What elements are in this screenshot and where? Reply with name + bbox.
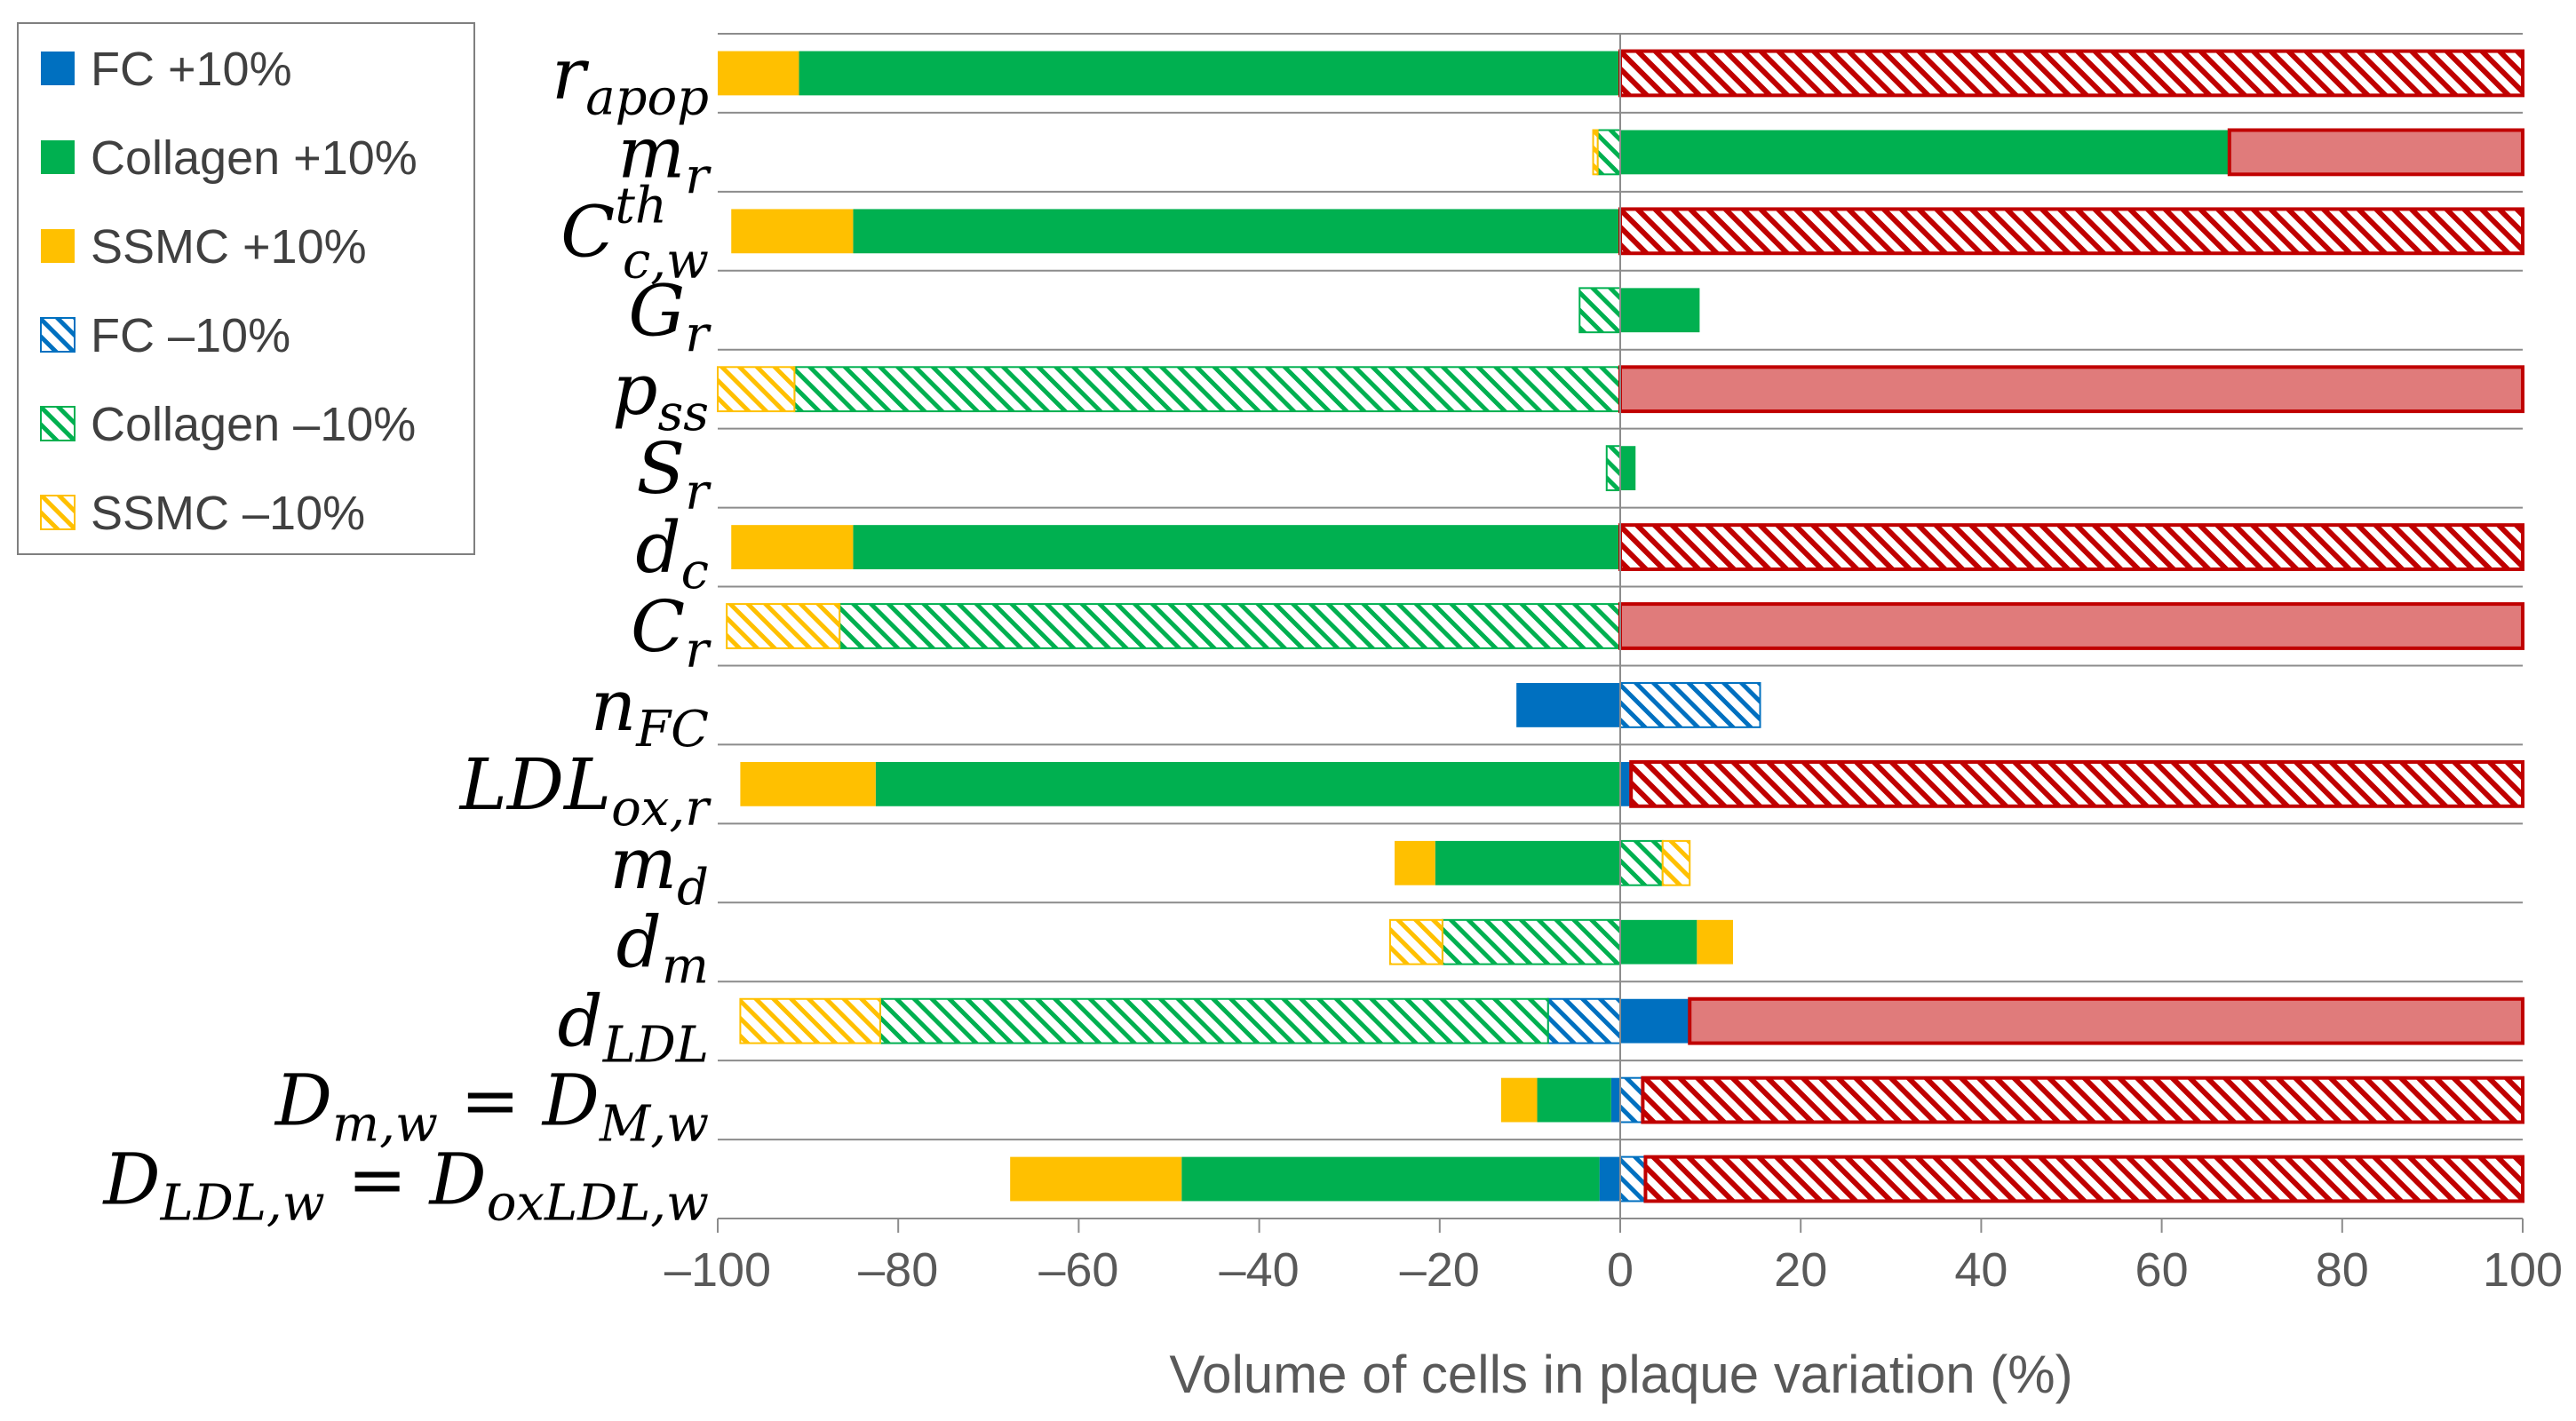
bar-red-hatched (1643, 1155, 2524, 1203)
legend-swatch (40, 495, 76, 530)
bar-red-solid (2227, 128, 2525, 177)
bar-ssmc-minus10 (739, 997, 881, 1044)
bar-ssmc-minus10 (1388, 918, 1443, 965)
x-tick-label: –60 (1038, 1243, 1118, 1297)
x-tick-label: 100 (2483, 1243, 2563, 1297)
bar-fc-plus10 (1599, 1156, 1620, 1202)
bar-fc-hatched (1619, 1155, 1647, 1203)
bar-collagen-plus10 (853, 209, 1620, 254)
bar-collagen-solid (1620, 288, 1700, 333)
bar-ssmc-plus10 (731, 209, 854, 254)
legend-label: SSMC –10% (91, 487, 365, 540)
bar-red-hatched (1618, 207, 2524, 256)
bar-red-hatched (1629, 759, 2524, 808)
bar-collagen-minus10 (1441, 918, 1622, 965)
x-tick-label: 0 (1607, 1243, 1634, 1297)
category-label: Dm,w = DM,w (274, 1060, 709, 1154)
legend-swatch (41, 52, 75, 85)
legend-swatch (40, 317, 76, 353)
category-label: Cr (631, 585, 712, 679)
bar-collagen-plus10 (1181, 1156, 1600, 1202)
category-label: Gr (628, 269, 712, 363)
bar-collagen-minus10 (879, 997, 1549, 1044)
x-axis-title: Volume of cells in plaque variation (%) (1169, 1345, 2072, 1404)
category-label: dm (616, 901, 709, 996)
bar-collagen-solid (1620, 446, 1636, 491)
bar-collagen-minus10 (1596, 129, 1621, 176)
bar-red-solid (1688, 996, 2525, 1045)
bar-collagen-minus10 (1605, 445, 1622, 492)
bar-ssmc-minus10 (726, 603, 841, 649)
category-label: Sr (636, 427, 712, 521)
legend: FC +10% Collagen +10% SSMC +10% FC –10% Coll… (17, 22, 475, 555)
legend-label: Collagen +10% (91, 131, 417, 185)
bar-fc-plus10 (1610, 1077, 1620, 1123)
x-tick-label: –100 (664, 1243, 771, 1297)
bar-collagen-plus10 (875, 761, 1620, 806)
bar-ssmc-solid (1697, 919, 1733, 965)
category-label: DLDL,w = DoxLDL,w (102, 1139, 710, 1233)
category-label: dLDL (558, 980, 710, 1075)
legend-label: Collagen –10% (91, 398, 416, 451)
legend-label: FC +10% (91, 43, 292, 96)
bar-collagen-minus10 (1578, 287, 1622, 334)
x-tick-label: 20 (1774, 1243, 1827, 1297)
x-tick-label: 60 (2135, 1243, 2189, 1297)
category-label: rapop (552, 32, 709, 126)
legend-swatch (41, 140, 75, 174)
bar-collagen-minus10 (839, 603, 1621, 649)
bars (717, 49, 2525, 1203)
bar-collagen-solid (1620, 919, 1697, 965)
bar-ssmc-minus10 (717, 366, 796, 413)
x-tick-label: –80 (858, 1243, 938, 1297)
legend-swatch (41, 229, 75, 263)
bar-fc-hatched (1619, 1076, 1644, 1123)
bar-ssmc-plus10 (1500, 1077, 1538, 1123)
bar-ssmc-plus10 (1010, 1156, 1182, 1202)
bar-collagen-minus10 (793, 366, 1621, 413)
bar-ssmc-plus10 (1395, 840, 1435, 885)
bar-ssmc-plus10 (740, 761, 876, 806)
x-tick-label: –20 (1400, 1243, 1480, 1297)
x-tick-label: –40 (1220, 1243, 1300, 1297)
bar-ssmc-plus10 (731, 525, 854, 569)
bar-red-solid (1618, 602, 2524, 650)
category-label: nFC (591, 664, 709, 758)
bar-collagen-solid (1620, 130, 2230, 175)
legend-label: FC –10% (91, 309, 290, 362)
bar-collagen-plus10 (799, 51, 1620, 96)
bar-red-solid (1618, 365, 2524, 414)
bar-red-hatched (1641, 1076, 2524, 1124)
legend-swatch (40, 406, 76, 441)
bar-collagen-plus10 (1537, 1077, 1611, 1123)
bar-collagen-hatched (1619, 839, 1664, 886)
x-tick-label: 80 (2316, 1243, 2369, 1297)
bar-red-hatched (1618, 49, 2524, 98)
category-label: dc (635, 506, 709, 600)
bar-fc-plus10 (1516, 683, 1620, 727)
bar-collagen-plus10 (1435, 840, 1620, 885)
category-label: pss (612, 348, 709, 442)
x-axis: –100 –80 –60 –40 –20 0 20 40 60 80 100 (664, 34, 2563, 1297)
bar-fc-solid (1620, 761, 1632, 806)
bar-collagen-plus10 (853, 525, 1620, 569)
bar-fc-minus10 (1546, 997, 1621, 1044)
category-label: mr (617, 111, 712, 205)
bar-fc-solid (1620, 998, 1690, 1044)
x-tick-label: 40 (1954, 1243, 2008, 1297)
bar-ssmc-hatched (1661, 839, 1691, 886)
bar-ssmc-minus10 (1592, 129, 1599, 176)
category-label: LDLox,r (458, 743, 712, 838)
bar-red-hatched (1618, 523, 2524, 571)
bar-ssmc-plus10 (718, 51, 799, 96)
legend-box (17, 22, 475, 555)
bar-fc-hatched (1619, 682, 1761, 728)
category-label: md (609, 822, 709, 917)
category-label: Cth c,w (561, 177, 709, 290)
legend-label: SSMC +10% (91, 220, 367, 274)
